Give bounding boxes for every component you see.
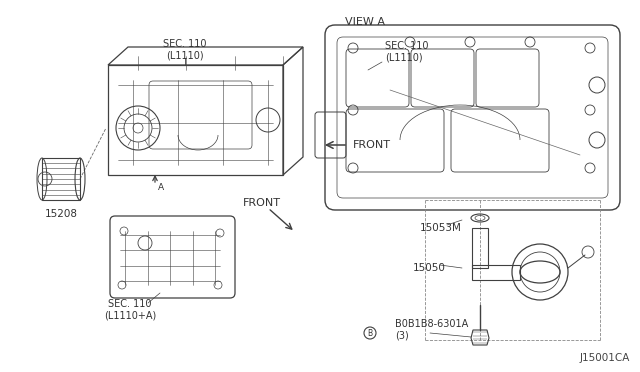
Text: 15208: 15208	[45, 209, 77, 219]
Text: SEC. 110
(L1110): SEC. 110 (L1110)	[163, 39, 207, 61]
Text: VIEW A: VIEW A	[345, 17, 385, 27]
Text: FRONT: FRONT	[243, 198, 281, 208]
Text: 15050: 15050	[413, 263, 446, 273]
Text: B0B1B8-6301A
(3): B0B1B8-6301A (3)	[395, 319, 468, 341]
Text: SEC. 110
(L1110+A): SEC. 110 (L1110+A)	[104, 299, 156, 321]
Text: J15001CA: J15001CA	[580, 353, 630, 363]
Text: FRONT: FRONT	[353, 140, 391, 150]
Text: A: A	[158, 183, 164, 192]
Text: SEC. 110
(L1110): SEC. 110 (L1110)	[385, 41, 429, 63]
Text: 15053M: 15053M	[420, 223, 462, 233]
Text: B: B	[367, 328, 372, 337]
